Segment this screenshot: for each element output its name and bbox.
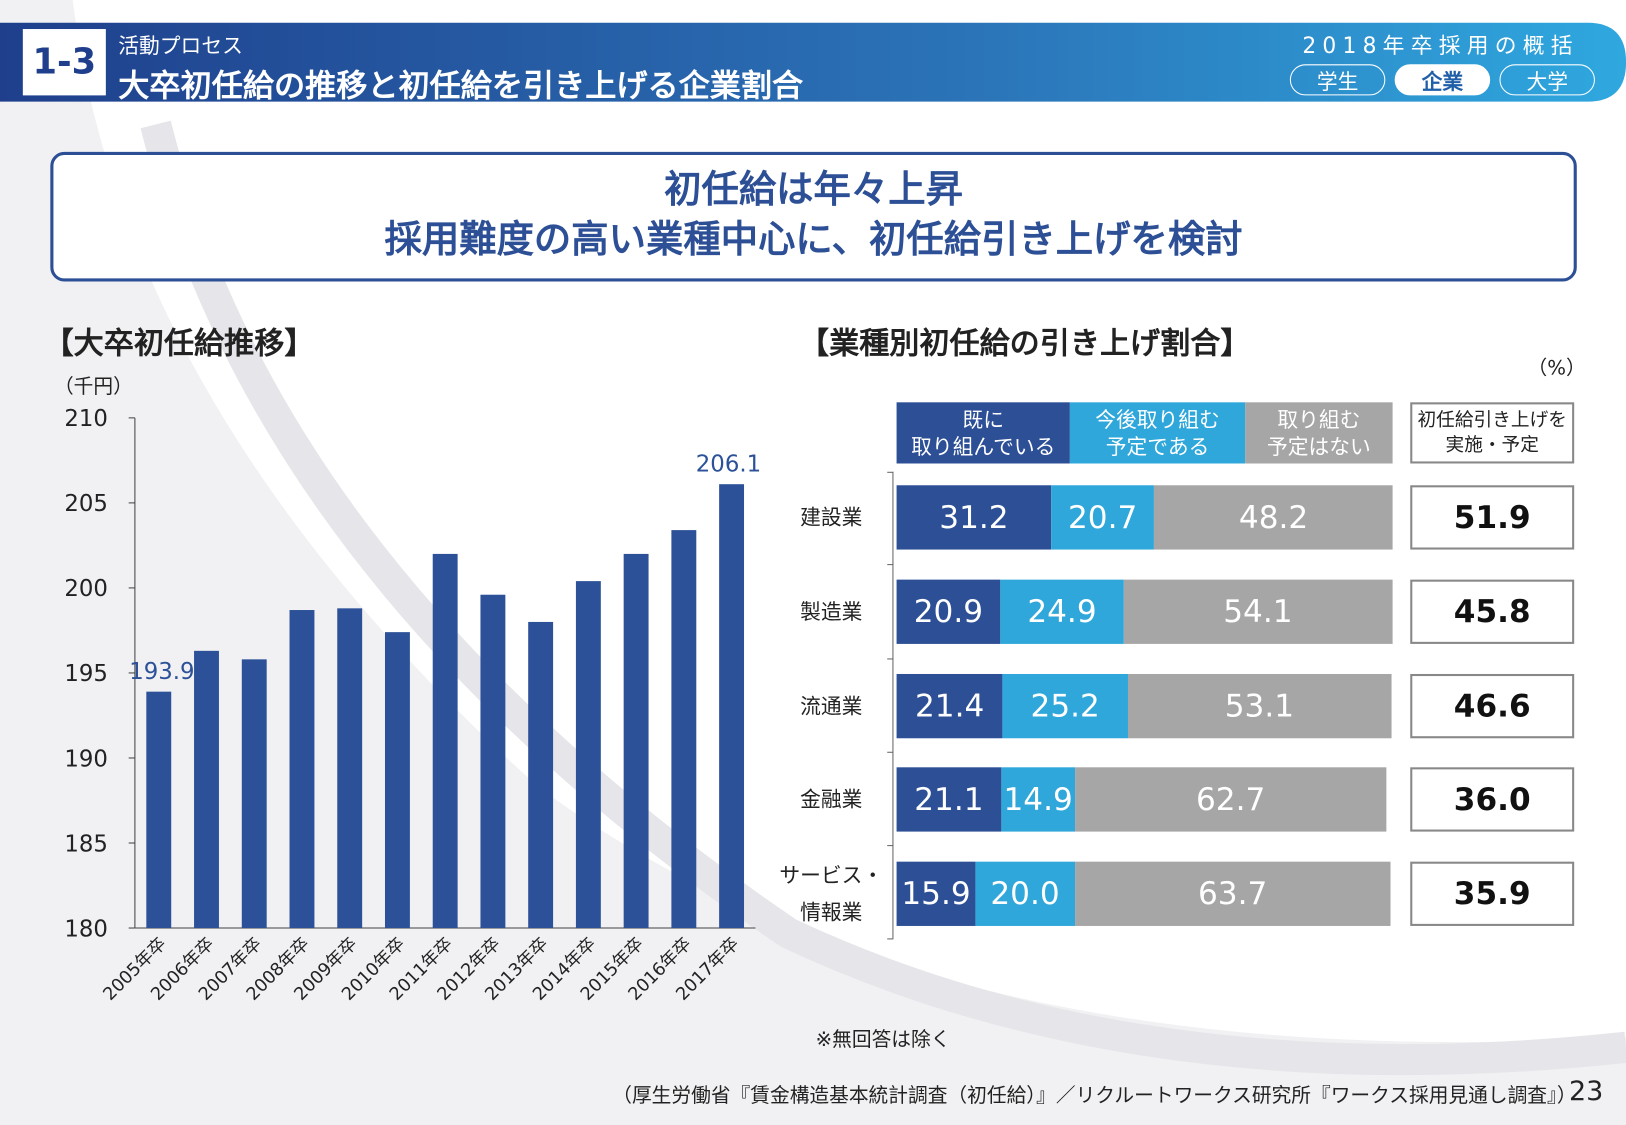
axis-tick [887, 471, 894, 473]
y-tick-label: 205 [64, 491, 108, 517]
category: 活動プロセス [118, 33, 243, 59]
bar-segment: 62.7 [1075, 767, 1387, 832]
axis-tick [887, 658, 894, 660]
bar [432, 553, 458, 929]
axis-tick [887, 938, 894, 940]
bar-segment: 24.9 [1000, 579, 1124, 644]
headline: 初任給は年々上昇 採用難度の高い業種中心に、初任給引き上げを検討 [52, 166, 1575, 266]
bar-segment: 54.1 [1123, 579, 1393, 644]
headline-box [50, 151, 1577, 282]
bar-segment: 21.4 [896, 673, 1003, 739]
bar-segment: 20.9 [896, 579, 1001, 644]
chart-title: 【大卒初任給推移】 [43, 325, 315, 361]
y-tick-label: 190 [64, 746, 108, 772]
source: （厚生労働省『賃金構造基本統計調査（初任給）』／リクルートワークス研究所『ワーク… [612, 1084, 1577, 1108]
legend-item: 取り組む 予定はない [1245, 402, 1393, 464]
bar [146, 691, 172, 929]
y-tick-label: 195 [64, 661, 108, 687]
bar [480, 594, 506, 929]
header-title: 大卒初任給の推移と初任給を引き上げる企業割合 [118, 68, 804, 105]
bar-segment: 14.9 [1001, 767, 1076, 832]
total-value: 35.9 [1410, 861, 1575, 926]
data-label: 206.1 [696, 452, 761, 478]
legend-item: 既に 取り組んでいる [896, 402, 1070, 464]
total-value: 51.9 [1410, 485, 1575, 550]
data-label: 193.9 [129, 659, 194, 685]
chart-title: 【業種別初任給の引き上げ割合】 [799, 325, 1251, 361]
y-tick-label: 210 [64, 406, 108, 432]
axis-line [892, 471, 894, 939]
bar-segment: 63.7 [1074, 861, 1391, 926]
page-number: 23 [1569, 1076, 1604, 1108]
category-label: 金融業 [800, 787, 863, 812]
category-label: 製造業 [800, 599, 863, 625]
bar [623, 553, 649, 929]
bar [384, 632, 410, 929]
headline-line: 採用難度の高い業種中心に、初任給引き上げを検討 [384, 218, 1243, 262]
bar [241, 659, 267, 929]
bar [671, 530, 697, 929]
total-value: 46.6 [1410, 673, 1575, 739]
y-tick-label: 200 [64, 576, 108, 602]
bar [528, 621, 554, 929]
tab: 大学 [1499, 64, 1595, 96]
bar-segment: 20.7 [1051, 485, 1154, 550]
category-label: 建設業 [800, 504, 863, 530]
y-tick-label: 180 [64, 916, 108, 942]
section-number: 1-3 [32, 41, 97, 83]
bar [719, 484, 745, 929]
bar-segment: 31.2 [896, 485, 1052, 550]
total-value: 45.8 [1410, 579, 1575, 644]
header-bar [0, 22, 1626, 102]
bar-chart: 1801851901952002052102005年卒193.92006年卒20… [64, 406, 761, 1005]
bar [575, 581, 601, 929]
swoosh [140, 120, 1626, 1076]
bar-segment: 20.0 [975, 861, 1075, 926]
axis-tick [887, 564, 894, 566]
category-label: サービス・ 情報業 [779, 862, 884, 925]
tab: 学生 [1289, 64, 1386, 96]
legend-item: 今後取り組む 予定である [1069, 402, 1246, 464]
bar-segment: 21.1 [896, 767, 1002, 832]
category-label: 流通業 [800, 693, 863, 719]
y-tick-label: 185 [64, 831, 108, 857]
bar-segment: 25.2 [1002, 673, 1128, 739]
section-box [22, 29, 106, 96]
headline-line: 初任給は年々上昇 [664, 169, 963, 212]
axis-tick [887, 845, 894, 847]
footnote: ※無回答は除く [815, 1028, 951, 1052]
total-value: 36.0 [1410, 767, 1575, 832]
tab: 企業 [1394, 64, 1491, 96]
unit: （%） [1527, 356, 1586, 380]
bar [194, 650, 219, 929]
axis-unit: （千円） [53, 375, 133, 399]
bar-segment: 15.9 [896, 861, 976, 926]
bar [289, 610, 315, 929]
bar-segment: 53.1 [1127, 673, 1392, 739]
bar [337, 608, 363, 929]
axis-tick [887, 751, 894, 753]
series-title: 2018年卒採用の概括 [1302, 33, 1579, 59]
total-header: 初任給引き上げを 実施・予定 [1410, 402, 1575, 464]
bar-segment: 48.2 [1154, 485, 1394, 550]
